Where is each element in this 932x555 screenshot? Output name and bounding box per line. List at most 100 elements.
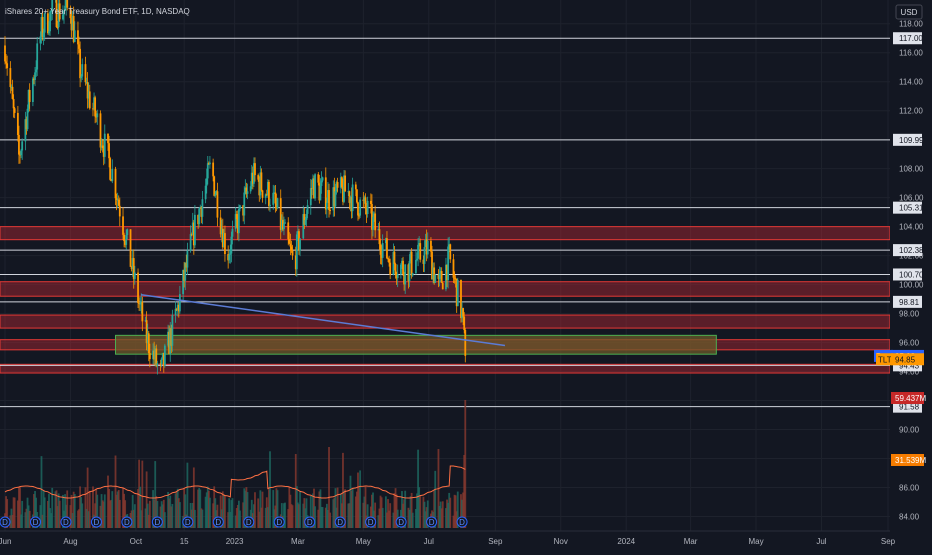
volume-bar [12,497,15,528]
candle-body [440,271,443,283]
dividend-icon-label: D [398,518,404,527]
candle-body [122,216,124,235]
candle-body [48,31,50,34]
x-tick-label: May [356,537,371,546]
candle-body [275,203,278,209]
volume-bar [92,486,94,528]
currency-button[interactable]: USD [895,4,923,20]
volume-bar [290,504,293,528]
candle-body [51,0,54,12]
volume-bar [364,486,367,528]
candle-body [55,0,58,28]
volume-bar [133,504,136,528]
volume-bar [234,515,237,528]
volume-bar [156,501,159,528]
candle-body [185,262,188,268]
volume-bar [70,494,73,528]
volume-bar [131,495,134,528]
candle-body [206,163,209,179]
candle-body [234,214,237,229]
candle-body [404,264,407,285]
volume-bar [380,497,383,528]
candle-body [110,179,113,182]
volume-bar [160,501,163,528]
candle-body [380,254,383,258]
volume-bar [260,507,263,528]
volume-bar [124,500,127,528]
candle-body [140,301,143,304]
volume-bar [206,486,209,528]
volume-bar [336,487,339,528]
candle-body [432,267,434,280]
volume-bar [461,499,463,528]
volume-bar [228,498,231,528]
volume-bar [283,503,285,528]
candle-body [94,97,97,117]
dividend-icon-label: D [276,518,282,527]
volume-bar [39,505,42,528]
volume-bar [34,490,36,528]
volume-bar [378,508,381,528]
level-tag-label: 100.70 [899,270,924,279]
dividend-icon [456,516,468,528]
x-tick-label: Mar [291,537,305,546]
candle-body [294,255,297,270]
candle-body [320,180,323,186]
volume-bar [147,514,150,528]
candle-body [24,119,27,142]
time-axis-panel[interactable] [0,531,890,550]
candle-body [425,239,428,255]
candle-body [147,333,150,354]
volume-bar [350,490,353,528]
candle-body [133,272,136,279]
volume-bar [171,503,174,528]
candle-body [95,116,98,118]
candle-body [393,251,396,264]
candle-body [306,205,309,214]
candle-body [199,206,202,209]
candle-body [178,294,181,312]
volume-bar [146,503,149,528]
candle-body [160,358,163,365]
candle-body [464,329,467,356]
volume-bar [356,491,358,528]
candle-body [417,244,419,259]
candle-body [186,250,189,268]
candle-body [289,243,292,247]
candle-body [364,197,367,209]
volume-bar [265,497,268,528]
volume-bar [319,489,322,528]
candle-body [103,133,106,157]
volume-bar [42,490,45,528]
volume-bar [65,504,68,528]
volume-bar [394,488,397,528]
candle-body [309,188,312,206]
candle-body [349,196,352,203]
volume-bar [161,504,164,528]
dividend-icon [121,516,133,528]
candle-body [303,214,306,225]
candle-body [101,145,104,149]
volume-bar [239,510,241,528]
candle-body [146,333,149,344]
volume-bar [13,497,16,528]
candle-body [356,189,358,203]
candle-body [281,219,284,230]
candle-body [84,64,87,83]
candle-body [228,254,231,261]
candle-body [246,191,249,194]
volume-bar [144,508,147,528]
candle-body [184,262,187,281]
y-tick-label: 96.00 [899,339,920,348]
candle-body [81,64,84,77]
volume-bar [416,493,418,528]
candle-body [302,214,305,239]
candle-body [426,240,429,255]
volume-bar [33,494,35,528]
volume-bar [287,509,290,528]
candle-body [96,113,99,118]
candle-body [205,178,208,186]
volume-bar [107,475,109,528]
